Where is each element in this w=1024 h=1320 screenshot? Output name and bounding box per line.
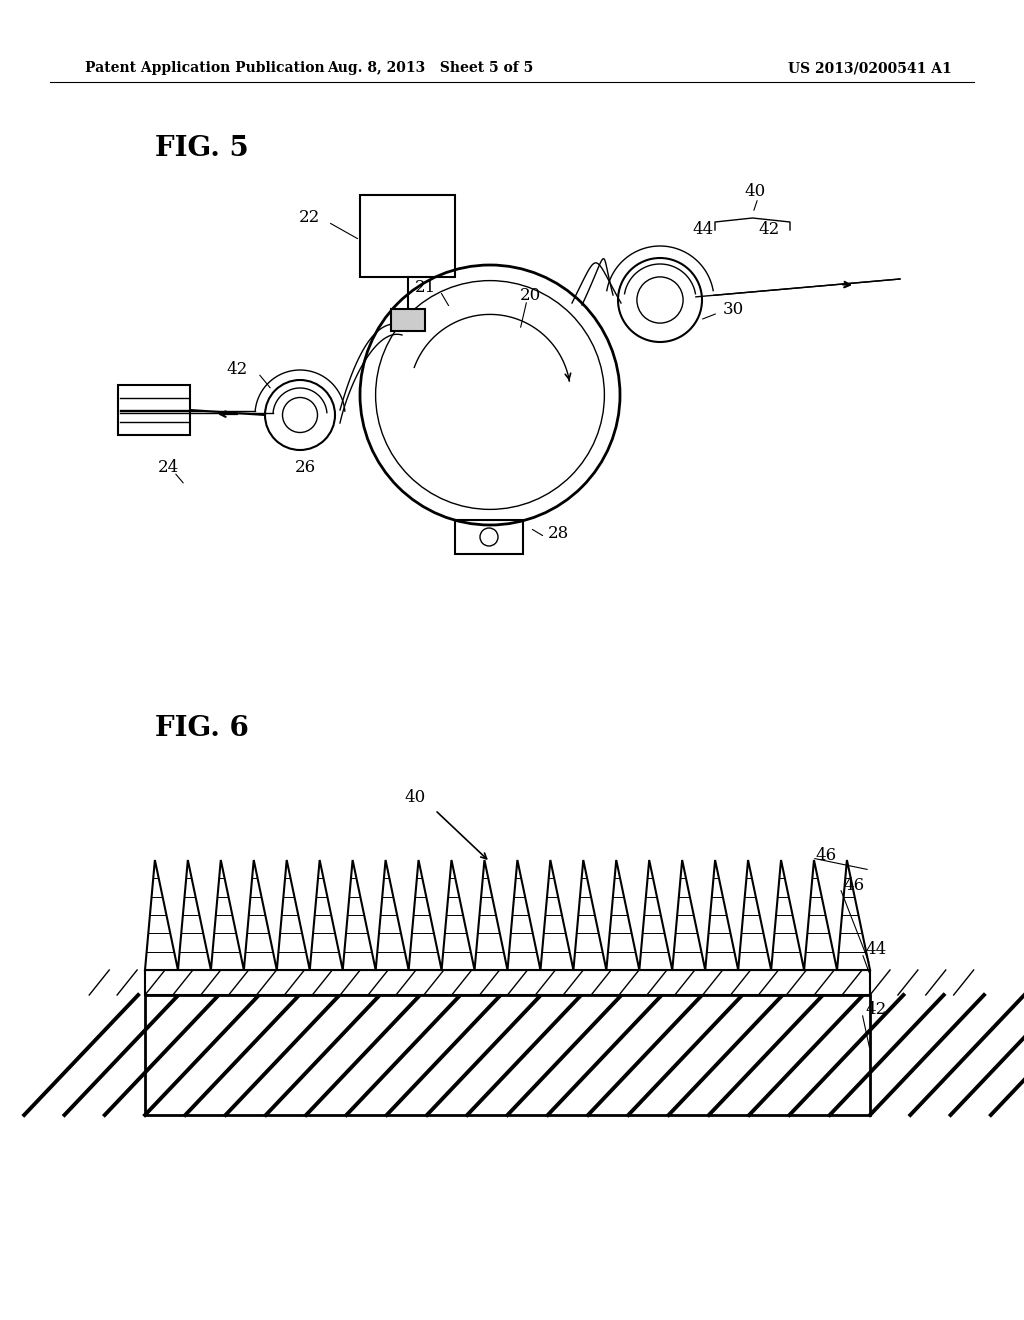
Text: 26: 26 — [295, 459, 315, 477]
Text: 21: 21 — [415, 280, 436, 297]
Text: 42: 42 — [226, 362, 248, 379]
Text: 40: 40 — [404, 789, 426, 807]
Text: 44: 44 — [693, 222, 714, 239]
Text: 20: 20 — [520, 288, 542, 305]
Polygon shape — [145, 861, 870, 970]
Text: US 2013/0200541 A1: US 2013/0200541 A1 — [788, 61, 952, 75]
Text: 46: 46 — [815, 846, 837, 863]
Text: 42: 42 — [758, 222, 779, 239]
Text: Patent Application Publication: Patent Application Publication — [85, 61, 325, 75]
Text: FIG. 6: FIG. 6 — [155, 714, 249, 742]
Text: 44: 44 — [865, 941, 886, 958]
Text: 42: 42 — [865, 1002, 886, 1019]
Text: 46: 46 — [843, 876, 864, 894]
Bar — [145, 995, 870, 1115]
Text: 28: 28 — [548, 525, 569, 543]
Text: FIG. 5: FIG. 5 — [155, 135, 249, 161]
Text: 24: 24 — [158, 459, 178, 477]
Text: 30: 30 — [723, 301, 744, 318]
Text: 22: 22 — [299, 210, 319, 227]
Text: 40: 40 — [744, 183, 766, 201]
Bar — [360, 195, 455, 277]
Text: Aug. 8, 2013   Sheet 5 of 5: Aug. 8, 2013 Sheet 5 of 5 — [327, 61, 534, 75]
Bar — [118, 385, 190, 436]
Bar — [455, 520, 523, 554]
Bar — [390, 309, 425, 331]
Bar — [145, 970, 870, 995]
